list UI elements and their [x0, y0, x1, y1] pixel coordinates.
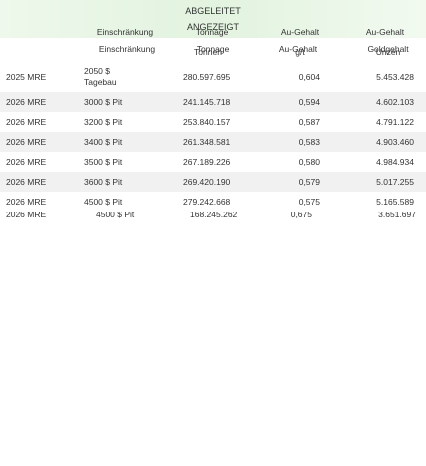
table-cell: 2026 MRE [6, 197, 47, 207]
table-cell: 4500 $ Pit [84, 196, 123, 207]
table-row: 2026 MRE 3200 $ Pit 253.840.157 0,587 4.791.… [0, 112, 426, 132]
unit-header: Tonnen [194, 47, 222, 57]
table-cell: 0,604 [298, 72, 320, 82]
table-cell: 4.984.934 [376, 157, 414, 167]
table-cell: 261.348.581 [183, 137, 231, 147]
column-header: Au-Gehalt [365, 27, 405, 37]
table-cell: 2025 MRE [6, 72, 47, 82]
table-cell: 267.189.226 [183, 157, 231, 167]
table-cell: 0,587 [298, 117, 320, 127]
table-cell: 0,579 [298, 177, 320, 187]
table-cell: 2026 MRE [6, 117, 47, 127]
tables: AIRSTRIP+POWERLINE MRE – 0,3 g/t Au CUT-… [0, 0, 426, 436]
table-cell: 2026 MRE [6, 157, 47, 167]
table-cell: 2026 MRE [6, 177, 47, 187]
table-row: 2026 MRE 3600 $ Pit 269.420.190 0,579 5.017.… [0, 172, 426, 192]
column-header: Goldgehalt [367, 44, 409, 54]
table-cell: 253.840.157 [183, 117, 231, 127]
table-cell: 5.453.428 [376, 72, 414, 82]
table-cell: 0,580 [298, 157, 320, 167]
column-header: Einschränkung [96, 27, 154, 37]
table-cell: 3500 $ Pit [84, 156, 123, 167]
table-row: 2026 MRE 3500 $ Pit 267.189.226 0,580 4.984.… [0, 152, 426, 172]
table-cell: 2050 $ Tagebau [84, 66, 117, 87]
column-header: Tonnage [195, 27, 229, 37]
unit-header: Unzen [375, 47, 401, 57]
unit-header: g/t [295, 47, 305, 57]
table-cell: 2026 MRE [6, 97, 47, 107]
table-cell: 279.242.668 [183, 197, 231, 207]
table-cell: 4500 $ Pit [96, 208, 135, 219]
table-cell: 280.597.695 [183, 72, 231, 82]
table-row: 2026 MRE 4500 $ Pit 279.242.668 0,575 5.165.… [0, 192, 426, 212]
table-cell: 269.420.190 [183, 177, 231, 187]
table-cell: 3000 $ Pit [84, 96, 123, 107]
section-header: ABGELEITET [0, 0, 426, 22]
table-cell: 3400 $ Pit [84, 136, 123, 147]
table-cell: 5.165.589 [376, 197, 414, 207]
table-cell: 3600 $ Pit [84, 176, 123, 187]
table-cell: 4.791.122 [376, 117, 414, 127]
table-cell: 241.145.718 [183, 97, 231, 107]
table-cell: 0,575 [298, 197, 320, 207]
table-row: 2025 MRE 2050 $ Tagebau 280.597.695 0,604 5.… [0, 62, 426, 92]
table-cell: 5.017.255 [376, 177, 414, 187]
table-cell: 4.602.103 [376, 97, 414, 107]
table-cell: 3200 $ Pit [84, 116, 123, 127]
table-cell: 4.903.460 [376, 137, 414, 147]
table-cell: 168.245.262 [190, 208, 238, 219]
table-cell: 0,675 [290, 208, 312, 219]
table-cell: 2026 MRE [6, 137, 47, 147]
column-header: Tonnage [196, 44, 230, 54]
table-cell: 0,594 [298, 97, 320, 107]
column-header: Au-Gehalt [278, 44, 318, 54]
table: ABGELEITET Einschränkung Tonnage Au-Gehalt A… [0, 0, 426, 436]
column-header: Einschränkung [98, 44, 156, 54]
table-cell: 3.651.697 [378, 208, 416, 219]
table-row: 2026 MRE 3400 $ Pit 261.348.581 0,583 4.903.… [0, 132, 426, 152]
table-row: 2026 MRE 3000 $ Pit 241.145.718 0,594 4.602.… [0, 92, 426, 112]
table-cell: 0,583 [298, 137, 320, 147]
table-cell: 2026 MRE [6, 208, 47, 219]
column-header: Au-Gehalt [280, 27, 320, 37]
